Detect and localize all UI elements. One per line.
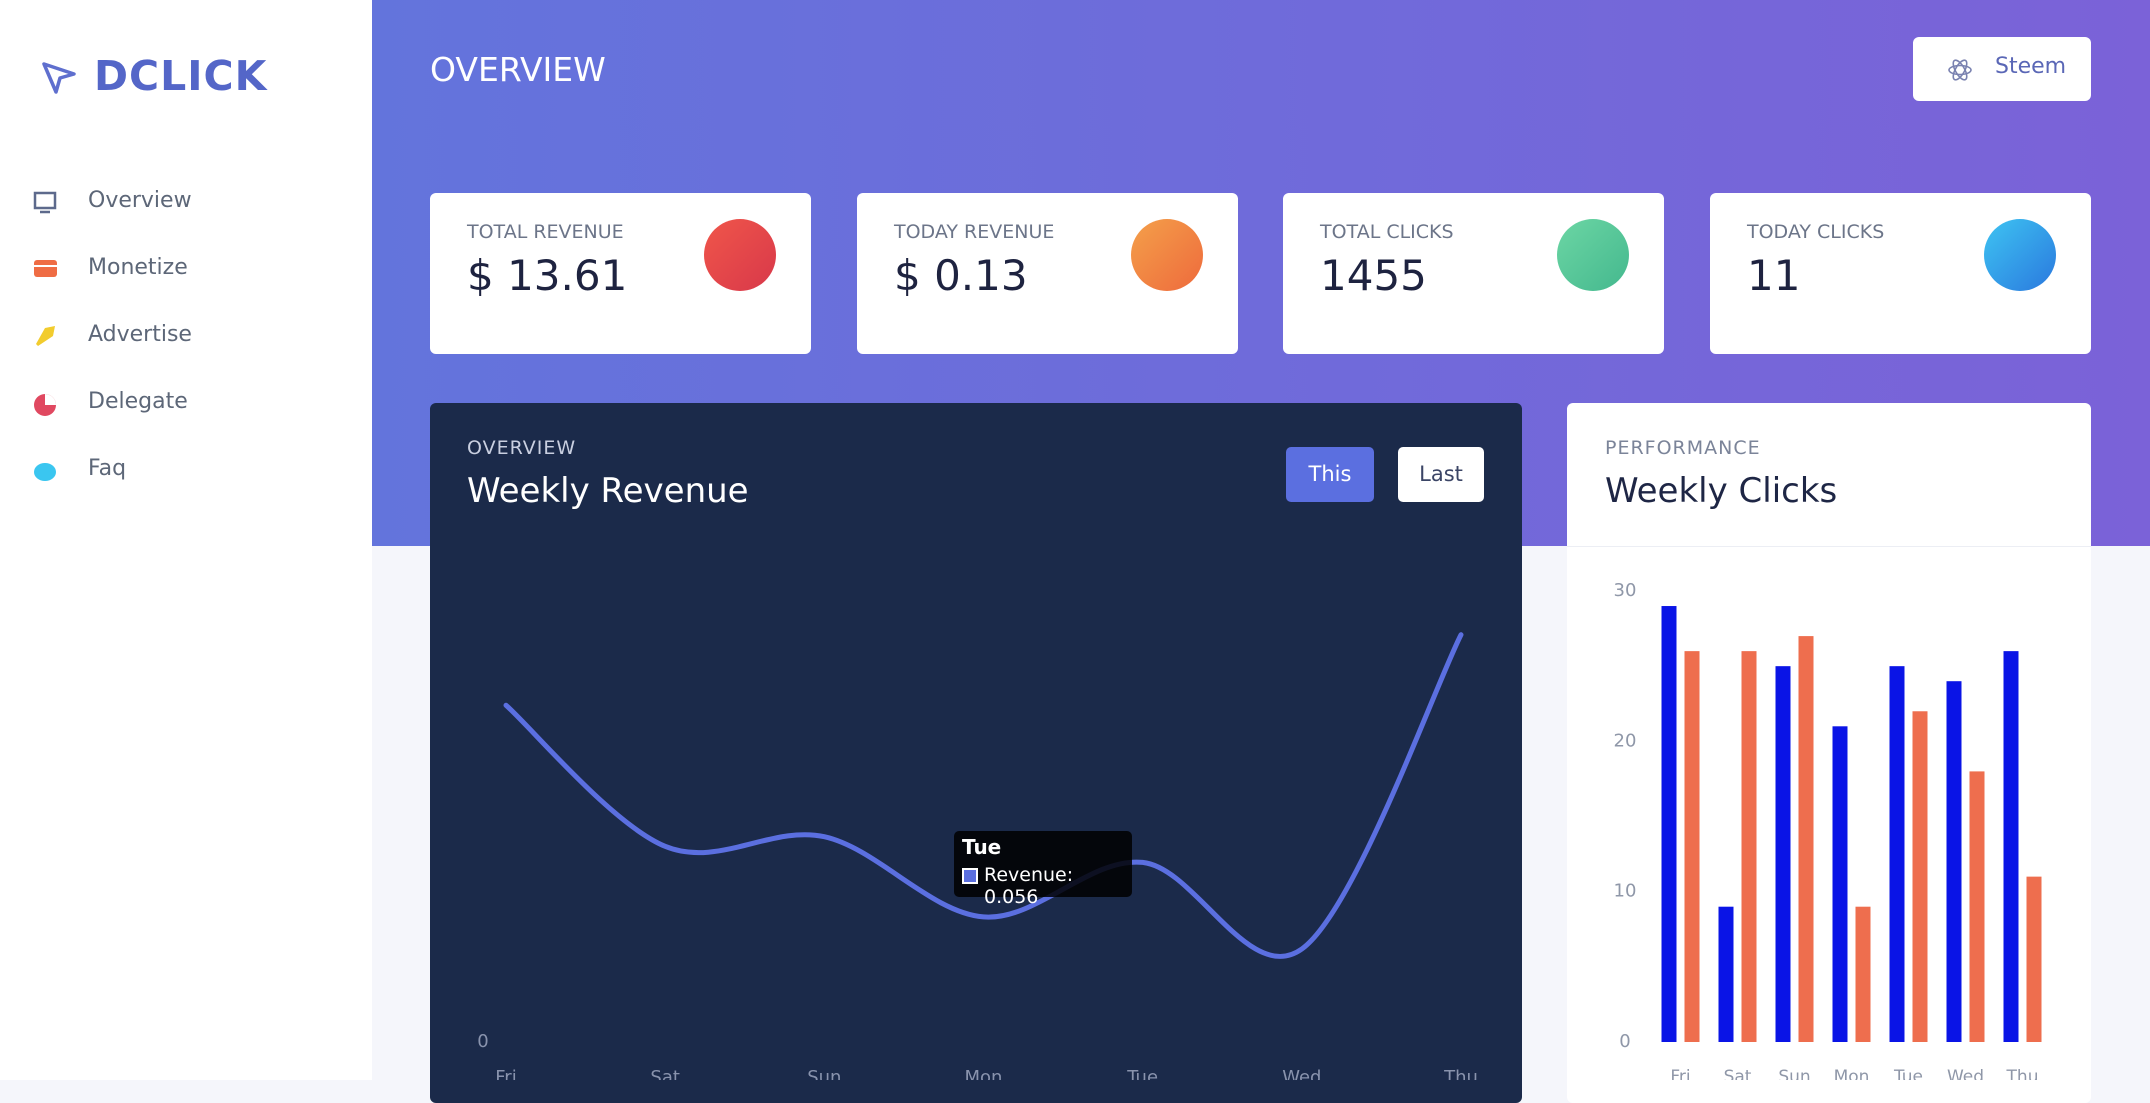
bar (1946, 681, 1962, 1042)
tooltip-swatch (962, 868, 978, 884)
stat-label: TOTAL CLICKS (1320, 221, 1454, 243)
x-tick-label: Sat (1724, 1067, 1752, 1080)
button-label: Steem (1995, 54, 2067, 79)
bar (1969, 771, 1985, 1042)
bar (1718, 906, 1734, 1042)
stat-card: TODAY CLICKS 11 (1710, 193, 2091, 354)
bar (1775, 666, 1791, 1042)
logo-icon (42, 62, 76, 94)
stat-value: $ 13.61 (467, 251, 628, 300)
stat-card: TOTAL REVENUE $ 13.61 (430, 193, 811, 354)
y-tick-label: 10 (1614, 881, 1637, 902)
logo: DCLICK (94, 52, 268, 100)
x-tick-label: Mon (1834, 1067, 1870, 1080)
nav-item[interactable]: Monetize (88, 255, 188, 280)
x-tick-label: Sun (1778, 1067, 1810, 1080)
x-tick-label: Fri (1670, 1067, 1690, 1080)
x-tick-label: Thu (2006, 1067, 2039, 1080)
this-button[interactable]: This (1286, 447, 1374, 502)
last-button[interactable]: Last (1398, 447, 1484, 502)
stat-icon (1131, 219, 1203, 291)
panel-kicker: PERFORMANCE (1605, 437, 1761, 459)
atom-icon (1948, 59, 1972, 81)
stat-value: 11 (1747, 251, 1801, 300)
tooltip: Tue Revenue: 0.056 (954, 831, 1132, 908)
stat-value: 1455 (1320, 251, 1427, 300)
nav-item[interactable]: Delegate (88, 389, 188, 414)
y-tick-label: 0 (1619, 1031, 1630, 1052)
nav-item[interactable]: Advertise (88, 322, 192, 347)
bar (1889, 666, 1905, 1042)
y-tick-label: 30 (1614, 580, 1637, 601)
x-tick-label: Mon (965, 1067, 1003, 1080)
nav-item[interactable]: Faq (88, 456, 127, 481)
panel-kicker: OVERVIEW (467, 437, 577, 459)
y-tick-label: 20 (1614, 730, 1637, 751)
x-tick-label: Wed (1282, 1067, 1321, 1080)
nav-item[interactable]: Overview (88, 188, 192, 213)
revenue-panel: OVERVIEW Weekly Revenue This Last (430, 403, 1522, 1103)
x-tick-label: Sun (807, 1067, 841, 1080)
tooltip-text: Revenue: 0.056 (984, 864, 1074, 908)
panel-title: Weekly Revenue (467, 471, 749, 511)
x-tick-label: Fri (495, 1067, 516, 1080)
stat-value: $ 0.13 (894, 251, 1028, 300)
bar (1832, 726, 1848, 1042)
stat-icon (1984, 219, 2056, 291)
x-tick-label: Sat (650, 1067, 680, 1080)
stat-card: TODAY REVENUE $ 0.13 (857, 193, 1238, 354)
bar (2026, 876, 2042, 1042)
stat-icon (1557, 219, 1629, 291)
steem-button[interactable]: Steem (1913, 37, 2091, 101)
bar (1855, 906, 1871, 1042)
sidebar: DCLICK Overview Monetize Advertise Deleg… (0, 0, 372, 1080)
stat-label: TODAY REVENUE (894, 221, 1055, 243)
x-tick-label: Thu (1443, 1067, 1478, 1080)
charts: 0 Fri Sat Sun Mon Tue Wed Thu 0 10 20 30 Fri Sat Sun Mo… (477, 580, 2042, 1080)
stat-icon (704, 219, 776, 291)
x-tick-label: Tue (1893, 1067, 1923, 1080)
y-tick-label: 0 (477, 1031, 488, 1052)
x-tick-label: Tue (1126, 1067, 1158, 1080)
bar (1684, 651, 1700, 1042)
page-title: OVERVIEW (430, 50, 606, 89)
divider (1567, 546, 2091, 547)
stat-label: TOTAL REVENUE (467, 221, 624, 243)
bar (1912, 711, 1928, 1042)
panel-title: Weekly Clicks (1605, 471, 1838, 511)
stat-label: TODAY CLICKS (1747, 221, 1885, 243)
bar (1798, 636, 1814, 1042)
stat-card: TOTAL CLICKS 1455 (1283, 193, 1664, 354)
line (503, 632, 1464, 959)
bar (2003, 651, 2019, 1042)
x-tick-label: Wed (1947, 1067, 1984, 1080)
bar (1661, 606, 1677, 1042)
nav-icons (33, 191, 57, 481)
bar (1741, 651, 1757, 1042)
tooltip-title: Tue (962, 835, 1002, 859)
